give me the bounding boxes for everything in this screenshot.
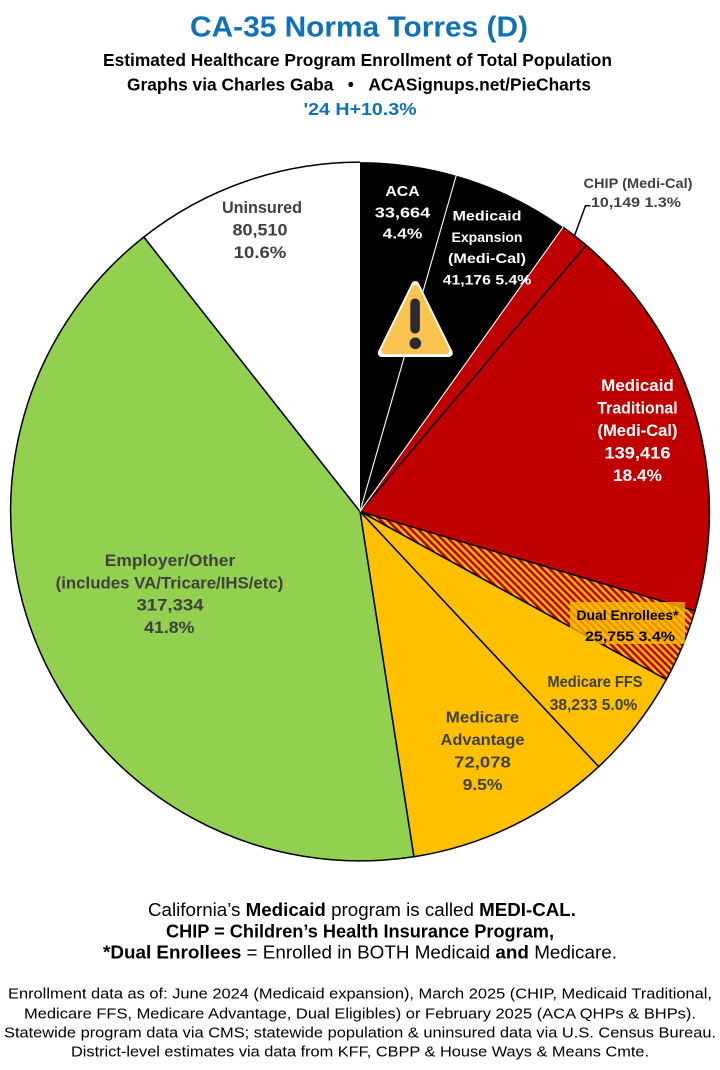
svg-text:33,664: 33,664 bbox=[375, 204, 431, 221]
svg-text:CHIP = Children’s Health Insur: CHIP = Children’s Health Insurance Progr… bbox=[166, 922, 554, 942]
svg-text:Estimated Healthcare Program E: Estimated Healthcare Program Enrollment … bbox=[103, 50, 612, 70]
svg-text:41.8%: 41.8% bbox=[144, 619, 194, 637]
svg-text:10,149 1.3%: 10,149 1.3% bbox=[591, 194, 682, 210]
svg-text:80,510: 80,510 bbox=[233, 221, 288, 239]
svg-text:Medicaid: Medicaid bbox=[601, 377, 674, 395]
svg-text:139,416: 139,416 bbox=[605, 445, 671, 463]
svg-text:Medicare: Medicare bbox=[446, 710, 520, 727]
svg-text:(Medi-Cal): (Medi-Cal) bbox=[448, 250, 526, 266]
svg-text:(includes VA/Tricare/IHS/etc): (includes VA/Tricare/IHS/etc) bbox=[56, 574, 284, 592]
svg-text:District-level estimates via d: District-level estimates via data from K… bbox=[71, 1044, 649, 1061]
svg-text:Enrollment data as of: June 20: Enrollment data as of: June 2024 (Medica… bbox=[8, 986, 712, 1003]
svg-text:38,233 5.0%: 38,233 5.0% bbox=[550, 697, 638, 714]
svg-text:10.6%: 10.6% bbox=[234, 244, 287, 262]
svg-text:Dual Enrollees*: Dual Enrollees* bbox=[577, 607, 680, 623]
svg-text:Medicare FFS, Medicare Advanta: Medicare FFS, Medicare Advantage, Dual E… bbox=[24, 1005, 696, 1022]
svg-text:(Medi-Cal): (Medi-Cal) bbox=[598, 422, 678, 440]
svg-text:Traditional: Traditional bbox=[597, 400, 677, 418]
svg-text:25,755 3.4%: 25,755 3.4% bbox=[585, 628, 676, 644]
svg-text:9.5%: 9.5% bbox=[463, 777, 503, 794]
svg-text:CA-35 Norma Torres (D): CA-35 Norma Torres (D) bbox=[190, 12, 528, 44]
svg-text:*Dual Enrollees = Enrolled in: *Dual Enrollees = Enrolled in BOTH Medic… bbox=[103, 943, 617, 963]
svg-text:Advantage: Advantage bbox=[441, 732, 525, 749]
svg-text:Medicaid: Medicaid bbox=[453, 208, 522, 224]
svg-text:4.4%: 4.4% bbox=[383, 226, 423, 243]
svg-text:Employer/Other: Employer/Other bbox=[105, 552, 236, 570]
svg-text:72,078: 72,078 bbox=[454, 755, 511, 772]
svg-text:'24 H+10.3%: '24 H+10.3% bbox=[304, 99, 417, 119]
svg-text:41,176 5.4%: 41,176 5.4% bbox=[443, 271, 532, 287]
svg-text:Medicare FFS: Medicare FFS bbox=[548, 674, 643, 691]
svg-text:Uninsured: Uninsured bbox=[222, 199, 302, 217]
svg-text:CHIP (Medi-Cal): CHIP (Medi-Cal) bbox=[584, 175, 693, 191]
svg-text:California’s Medicaid program: California’s Medicaid program is called … bbox=[148, 900, 576, 920]
svg-text:Graphs via Charles Gaba •: Graphs via Charles Gaba • ACASignups.net… bbox=[127, 75, 591, 95]
svg-text:317,334: 317,334 bbox=[137, 597, 204, 615]
svg-text:Expansion: Expansion bbox=[452, 229, 523, 245]
svg-text:18.4%: 18.4% bbox=[613, 467, 662, 485]
svg-text:Statewide program data via CMS: Statewide program data via CMS; statewid… bbox=[4, 1025, 716, 1042]
svg-text:ACA: ACA bbox=[385, 183, 419, 200]
